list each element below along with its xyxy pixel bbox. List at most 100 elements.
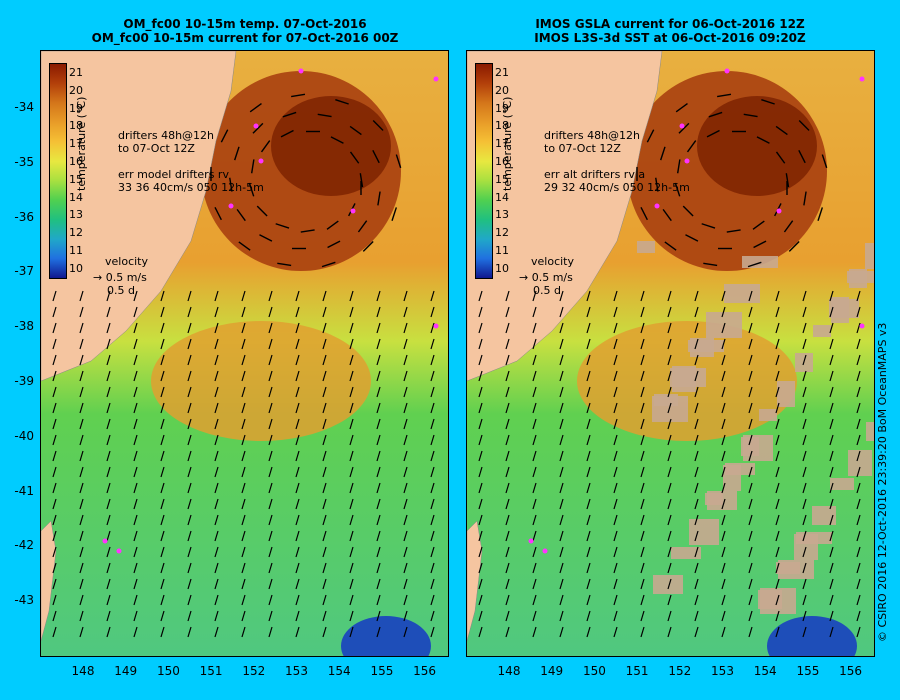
velocity-arrow [52, 338, 57, 350]
velocity-arrow [403, 530, 408, 542]
velocity-arrow [430, 610, 435, 622]
velocity-arrow [214, 466, 219, 478]
velocity-arrow [586, 418, 591, 430]
velocity-arrow [403, 322, 408, 334]
velocity-arrow [586, 450, 591, 462]
velocity-arrow [79, 306, 84, 318]
velocity-key-arrow-row: → 0.5 m/s [93, 271, 148, 284]
y-tick-label: -35 [14, 154, 34, 169]
velocity-arrow [403, 418, 408, 430]
velocity-arrow [775, 530, 780, 542]
velocity-arrow [613, 610, 618, 622]
velocity-arrow [505, 338, 510, 350]
velocity-arrow [721, 338, 726, 350]
velocity-arrow [505, 546, 510, 558]
colorbar-tick: 15 [69, 172, 83, 186]
velocity-arrow [106, 338, 111, 350]
velocity-arrow [234, 146, 240, 161]
velocity-arrow [295, 402, 300, 414]
velocity-arrow [505, 418, 510, 430]
velocity-arrow [430, 466, 435, 478]
velocity-arrow [133, 466, 138, 478]
velocity-arrow [349, 402, 354, 414]
velocity-arrow [532, 594, 537, 606]
velocity-arrow [640, 418, 645, 430]
velocity-arrow [79, 514, 84, 526]
velocity-arrow [640, 466, 645, 478]
velocity-arrow [478, 578, 483, 590]
velocity-arrow [430, 450, 435, 462]
velocity-arrow [829, 418, 834, 430]
velocity-arrow [133, 450, 138, 462]
velocity-arrow [640, 594, 645, 606]
velocity-arrow [802, 466, 807, 478]
x-tick-label: 152 [668, 664, 692, 678]
velocity-arrow [79, 578, 84, 590]
left-title-line1: OM_fc00 10-15m temp. 07-Oct-2016 [123, 17, 367, 31]
colorbar-label: temperature (°C) [75, 96, 88, 191]
colorbar-tick: 16 [69, 155, 83, 168]
velocity-arrow [133, 546, 138, 558]
velocity-arrow [241, 370, 246, 382]
velocity-arrow [376, 354, 381, 366]
velocity-arrow [160, 306, 165, 318]
velocity-arrow [106, 290, 111, 302]
velocity-arrow [160, 498, 165, 510]
velocity-arrow [187, 562, 192, 574]
velocity-arrow [640, 626, 645, 638]
velocity-arrow [430, 546, 435, 558]
velocity-arrow [79, 402, 84, 414]
velocity-arrow [478, 498, 483, 510]
coastline-land [41, 51, 237, 642]
velocity-arrow [505, 514, 510, 526]
velocity-arrow [721, 594, 726, 606]
velocity-arrow [295, 498, 300, 510]
colorbar [475, 63, 493, 279]
velocity-arrow [667, 466, 672, 478]
velocity-arrow [640, 207, 648, 221]
velocity-arrow [775, 434, 780, 446]
colorbar-tick: 15 [495, 172, 509, 186]
velocity-arrow [349, 626, 354, 638]
velocity-arrow [748, 450, 753, 462]
velocity-arrow [349, 466, 354, 478]
velocity-arrow [667, 546, 672, 558]
y-tick-label: -39 [14, 374, 34, 388]
velocity-arrow [802, 482, 807, 494]
velocity-arrow [187, 306, 192, 318]
velocity-arrow [775, 514, 780, 526]
velocity-arrow [667, 370, 672, 382]
velocity-arrow [349, 578, 354, 590]
velocity-arrow [505, 482, 510, 494]
velocity-arrow [133, 370, 138, 382]
velocity-arrow [775, 290, 780, 302]
velocity-arrow [79, 594, 84, 606]
velocity-arrow [322, 482, 327, 494]
velocity-arrow [256, 205, 268, 217]
velocity-arrow [802, 434, 807, 446]
velocity-arrow [241, 418, 246, 430]
velocity-arrow [505, 626, 510, 638]
velocity-arrow [79, 386, 84, 398]
velocity-arrow [667, 578, 672, 590]
velocity-arrow [802, 338, 807, 350]
eddy-core [271, 96, 391, 196]
velocity-arrow [748, 370, 753, 382]
velocity-arrow [640, 610, 645, 622]
velocity-arrow [748, 498, 753, 510]
velocity-arrow [372, 150, 380, 164]
y-tick-label: -34 [14, 100, 34, 114]
velocity-arrow [613, 450, 618, 462]
velocity-arrow [241, 434, 246, 446]
velocity-arrow [667, 562, 672, 574]
velocity-arrow [295, 578, 300, 590]
velocity-arrow [241, 338, 246, 350]
velocity-arrow [268, 290, 273, 302]
velocity-arrow [430, 386, 435, 398]
velocity-arrow [586, 482, 591, 494]
velocity-arrow [214, 530, 219, 542]
velocity-arrow [79, 450, 84, 462]
velocity-arrow [478, 338, 483, 350]
velocity-arrow [52, 562, 57, 574]
velocity-arrow [322, 290, 327, 302]
